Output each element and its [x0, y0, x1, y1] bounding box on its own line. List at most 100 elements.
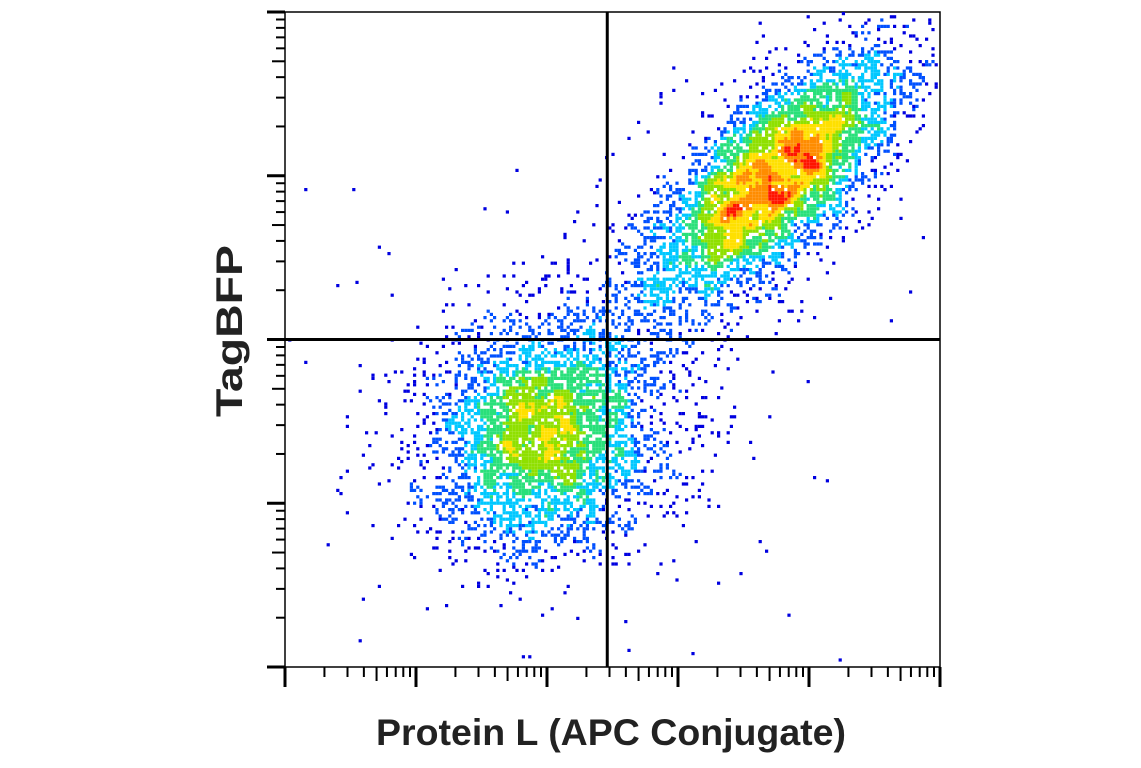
event-bin — [720, 248, 724, 252]
event-bin — [649, 421, 653, 425]
event-bin — [467, 364, 471, 368]
event-bin — [659, 469, 663, 473]
event-bin — [691, 440, 695, 444]
event-bin — [697, 242, 701, 246]
event-bin — [598, 389, 602, 393]
event-bin — [509, 447, 513, 451]
event-bin — [457, 405, 461, 409]
event-bin — [589, 460, 593, 464]
event-bin — [521, 284, 525, 288]
event-bin — [573, 418, 577, 422]
event-bin — [560, 408, 564, 412]
event-bin — [761, 213, 765, 217]
event-bin — [797, 101, 801, 105]
event-bin — [669, 309, 673, 313]
event-bin — [845, 200, 849, 204]
event-bin — [816, 200, 820, 204]
event-bin — [905, 159, 909, 163]
event-bin — [627, 552, 631, 556]
event-bin — [755, 172, 759, 176]
event-bin — [601, 399, 605, 403]
event-bin — [723, 204, 727, 208]
event-bin — [758, 162, 762, 166]
event-bin — [547, 399, 551, 403]
event-bin — [835, 152, 839, 156]
event-bin — [739, 255, 743, 259]
event-bin — [806, 130, 810, 134]
event-bin — [601, 364, 605, 368]
event-bin — [544, 277, 548, 281]
event-bin — [493, 325, 497, 329]
event-bin — [525, 415, 529, 419]
event-bin — [569, 482, 573, 486]
event-bin — [547, 444, 551, 448]
event-bin — [726, 213, 730, 217]
event-bin — [579, 402, 583, 406]
event-bin — [723, 127, 727, 131]
event-bin — [768, 165, 772, 169]
event-bin — [774, 143, 778, 147]
event-bin — [528, 524, 532, 528]
event-bin — [579, 412, 583, 416]
event-bin — [893, 79, 897, 83]
event-bin — [537, 399, 541, 403]
event-bin — [537, 373, 541, 377]
event-bin — [537, 514, 541, 518]
event-bin — [512, 319, 516, 323]
event-bin — [486, 434, 490, 438]
event-bin — [518, 485, 522, 489]
event-bin — [787, 79, 791, 83]
event-bin — [669, 184, 673, 188]
event-bin — [694, 204, 698, 208]
event-bin — [752, 245, 756, 249]
event-bin — [857, 92, 861, 96]
event-bin — [457, 370, 461, 374]
event-bin — [576, 412, 580, 416]
event-bin — [784, 162, 788, 166]
event-bin — [793, 200, 797, 204]
event-bin — [813, 194, 817, 198]
event-bin — [797, 130, 801, 134]
event-bin — [483, 440, 487, 444]
event-bin — [803, 95, 807, 99]
event-bin — [701, 274, 705, 278]
event-bin — [480, 517, 484, 521]
event-bin — [550, 514, 554, 518]
event-bin — [585, 501, 589, 505]
event-bin — [864, 85, 868, 89]
event-bin — [569, 431, 573, 435]
event-bin — [614, 440, 618, 444]
event-bin — [505, 415, 509, 419]
event-bin — [749, 197, 753, 201]
event-bin — [505, 373, 509, 377]
event-bin — [413, 367, 417, 371]
event-bin — [749, 178, 753, 182]
event-bin — [873, 63, 877, 67]
event-bin — [813, 130, 817, 134]
event-bin — [793, 88, 797, 92]
event-bin — [813, 168, 817, 172]
event-bin — [525, 514, 529, 518]
event-bin — [509, 450, 513, 454]
event-bin — [691, 360, 695, 364]
event-bin — [579, 482, 583, 486]
event-bin — [761, 140, 765, 144]
event-bin — [813, 88, 817, 92]
event-bin — [774, 188, 778, 192]
event-bin — [502, 396, 506, 400]
event-bin — [749, 245, 753, 249]
event-bin — [829, 204, 833, 208]
event-bin — [768, 175, 772, 179]
event-bin — [710, 469, 714, 473]
event-bin — [685, 319, 689, 323]
event-bin — [534, 466, 538, 470]
event-bin — [710, 220, 714, 224]
event-bin — [745, 213, 749, 217]
event-bin — [621, 344, 625, 348]
event-bin — [445, 325, 449, 329]
event-bin — [726, 191, 730, 195]
event-bin — [723, 229, 727, 233]
event-bin — [509, 485, 513, 489]
event-bin — [537, 389, 541, 393]
